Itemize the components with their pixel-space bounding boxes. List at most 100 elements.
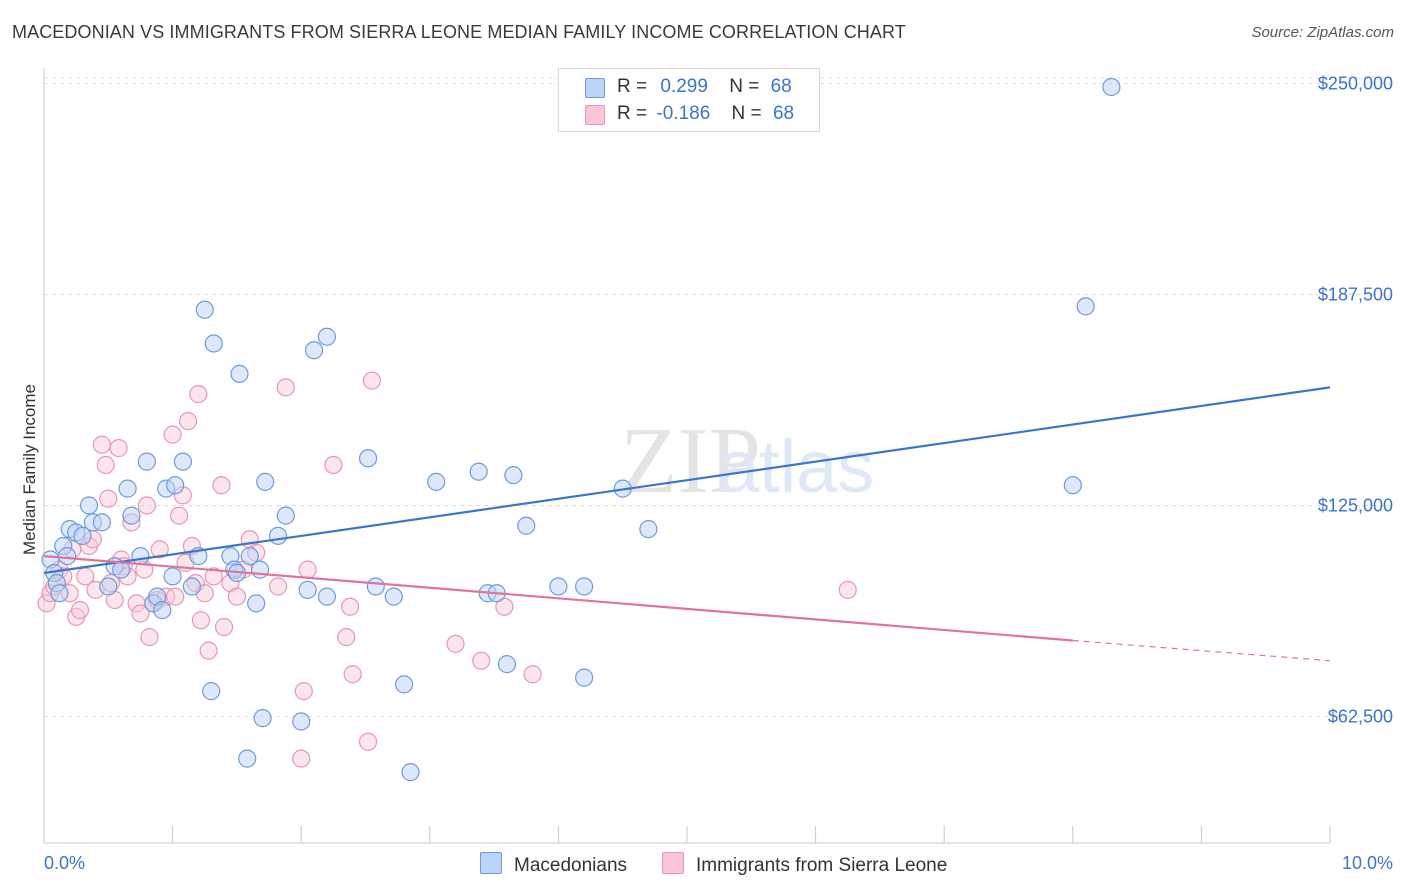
y-tick-label: $125,000: [1318, 496, 1393, 516]
data-point-macedonians: [1102, 77, 1121, 97]
y-tick-label: $250,000: [1318, 74, 1393, 94]
data-point-sierra-leone: [99, 489, 118, 508]
data-point-sierra-leone: [292, 749, 311, 768]
data-point-macedonians: [163, 567, 182, 586]
data-point-sierra-leone: [163, 425, 182, 444]
source-credit: Source: ZipAtlas.com: [1251, 24, 1394, 41]
trend-line-sierra-leone-extension: [1072, 639, 1331, 662]
legend-swatch-pink: [585, 105, 605, 125]
data-point-macedonians: [276, 506, 295, 525]
watermark-zip: ZIP: [620, 409, 761, 513]
data-point-macedonians: [366, 577, 385, 596]
data-point-macedonians: [384, 587, 403, 606]
series-sierra-leone-points: [37, 371, 857, 768]
correlation-legend: R = 0.299 N = 68 R = -0.186 N = 68: [558, 68, 820, 132]
data-point-macedonians: [131, 547, 150, 566]
trend-line-sierra-leone: [43, 555, 1073, 642]
data-point-macedonians: [118, 479, 137, 498]
data-point-sierra-leone: [70, 601, 90, 620]
data-point-macedonians: [99, 577, 118, 596]
legend-swatch-blue: [480, 852, 502, 874]
data-point-macedonians: [122, 506, 141, 525]
data-point-sierra-leone: [96, 455, 115, 475]
data-point-sierra-leone: [227, 587, 246, 606]
data-point-sierra-leone: [169, 506, 189, 525]
y-tick-label: $62,500: [1328, 706, 1393, 726]
trend-line-macedonians: [43, 386, 1331, 575]
data-point-sierra-leone: [109, 439, 128, 458]
data-point-macedonians: [247, 594, 266, 613]
data-point-sierra-leone: [268, 577, 288, 596]
x-tick-label: 0.0%: [44, 853, 85, 873]
data-point-macedonians: [153, 601, 172, 620]
data-point-macedonians: [173, 452, 192, 471]
data-point-macedonians: [575, 668, 594, 687]
data-point-sierra-leone: [358, 732, 378, 751]
data-point-macedonians: [298, 580, 317, 599]
data-point-macedonians: [304, 341, 324, 360]
legend-n-label: N =: [729, 76, 760, 97]
data-point-macedonians: [401, 763, 420, 782]
data-point-sierra-leone: [472, 651, 491, 670]
data-point-macedonians: [427, 472, 446, 491]
data-point-macedonians: [58, 547, 77, 566]
legend-label: Immigrants from Sierra Leone: [696, 855, 948, 876]
legend-r-label: R =: [617, 76, 648, 97]
data-point-macedonians: [268, 526, 288, 545]
legend-swatch-pink: [662, 852, 684, 874]
data-point-macedonians: [182, 577, 201, 596]
data-point-sierra-leone: [362, 371, 382, 390]
data-point-sierra-leone: [343, 665, 362, 684]
legend-r-label: R =: [617, 103, 648, 124]
data-point-sierra-leone: [324, 455, 343, 475]
legend-label: Macedonians: [514, 855, 628, 876]
data-point-sierra-leone: [276, 378, 295, 397]
data-point-sierra-leone: [337, 628, 356, 647]
data-point-sierra-leone: [446, 634, 465, 653]
y-tick-label: $187,500: [1318, 285, 1393, 305]
data-point-sierra-leone: [214, 617, 234, 637]
data-point-macedonians: [166, 476, 185, 495]
data-point-macedonians: [253, 709, 272, 728]
data-point-sierra-leone: [166, 587, 185, 606]
data-point-macedonians: [549, 577, 568, 596]
data-point-sierra-leone: [131, 604, 150, 623]
legend-swatch-blue: [585, 78, 605, 98]
data-point-sierra-leone: [191, 611, 210, 630]
data-point-macedonians: [317, 587, 337, 606]
data-point-sierra-leone: [137, 496, 156, 515]
data-point-macedonians: [1063, 476, 1082, 495]
data-point-sierra-leone: [150, 540, 169, 559]
legend-n-label: N =: [731, 103, 762, 124]
data-point-macedonians: [504, 466, 523, 485]
watermark-atlas: atlas: [718, 425, 874, 508]
data-point-macedonians: [195, 300, 214, 319]
data-point-macedonians: [517, 516, 536, 535]
data-point-macedonians: [292, 712, 311, 731]
axes: [43, 68, 1331, 844]
data-point-sierra-leone: [212, 476, 231, 495]
data-point-sierra-leone: [298, 560, 317, 579]
data-point-macedonians: [358, 449, 378, 468]
chart-title: MACEDONIAN VS IMMIGRANTS FROM SIERRA LEO…: [12, 22, 906, 42]
data-point-macedonians: [639, 520, 658, 539]
data-point-macedonians: [250, 560, 270, 579]
data-point-macedonians: [238, 749, 257, 768]
data-point-sierra-leone: [178, 412, 198, 431]
series-macedonians-points: [41, 77, 1121, 782]
data-point-macedonians: [1076, 297, 1095, 316]
data-point-macedonians: [469, 462, 488, 481]
data-point-macedonians: [394, 675, 414, 694]
data-point-sierra-leone: [340, 597, 360, 616]
data-point-macedonians: [317, 327, 337, 346]
data-point-macedonians: [50, 584, 69, 603]
data-point-sierra-leone: [199, 641, 218, 660]
legend-r-value: 0.299: [660, 76, 708, 97]
data-point-sierra-leone: [189, 385, 208, 404]
data-point-sierra-leone: [523, 665, 542, 684]
data-point-macedonians: [240, 547, 259, 566]
legend-n-value: 68: [770, 76, 792, 97]
data-point-sierra-leone: [204, 567, 223, 586]
bottom-legend-macedonians: Macedonians: [480, 852, 627, 877]
